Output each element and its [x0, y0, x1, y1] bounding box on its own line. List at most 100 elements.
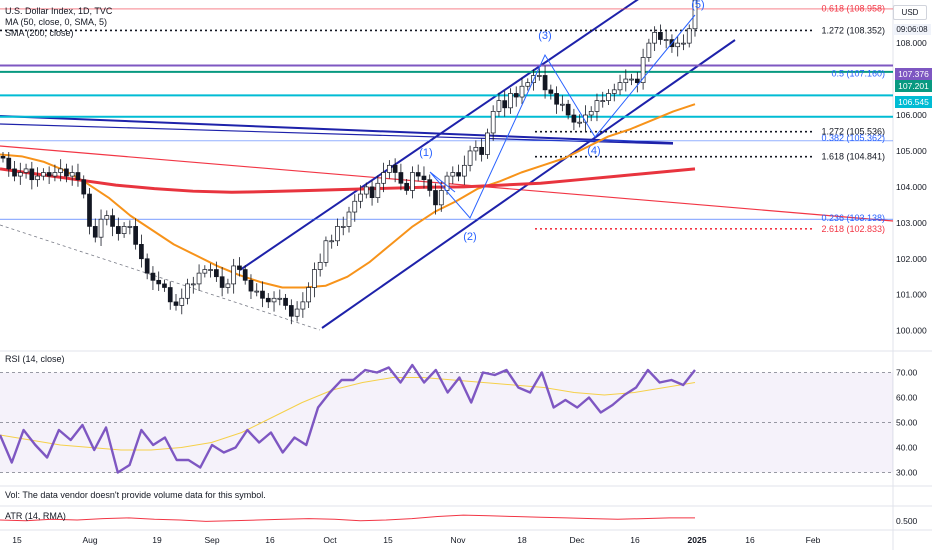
- candle-body: [502, 100, 508, 109]
- candle-body: [560, 103, 565, 106]
- fib-level-label: 2.618 (102.833): [821, 224, 885, 234]
- atr-line: [0, 514, 695, 522]
- candle-body: [202, 269, 208, 274]
- candle-body: [421, 175, 427, 181]
- candle-body: [410, 172, 415, 191]
- candle-body: [52, 172, 58, 177]
- candle-body: [346, 211, 352, 227]
- candle-body: [588, 111, 594, 116]
- candle-body: [64, 168, 69, 177]
- candle-body: [554, 93, 559, 105]
- price-axis-label: 106.000: [896, 110, 927, 120]
- wave-label-3: (3): [538, 30, 551, 42]
- rsi-axis-label: 60.00: [896, 393, 918, 403]
- candle-body: [156, 279, 162, 285]
- candle-body: [23, 168, 29, 173]
- candle-body: [513, 93, 519, 98]
- time-axis-label: Sep: [204, 535, 219, 545]
- time-axis-label: 15: [12, 535, 22, 545]
- candle-body: [629, 78, 634, 81]
- candle-body: [461, 164, 467, 177]
- candle-body: [6, 157, 12, 170]
- fib-level-label: 1.272 (105.536): [821, 127, 885, 137]
- candle-body: [340, 226, 346, 228]
- candle-body: [162, 283, 167, 288]
- candle-body: [681, 42, 686, 45]
- candle-body: [565, 103, 571, 116]
- fib-level-label: 0.618 (108.958): [821, 4, 885, 14]
- time-axis-label: Oct: [323, 535, 337, 545]
- candle-body: [237, 265, 242, 270]
- candle-body: [658, 31, 663, 40]
- bar-countdown: 09:06:08: [893, 24, 931, 35]
- atr-pane-label: ATR (14, RMA): [5, 511, 66, 521]
- candle-body: [144, 258, 150, 274]
- wave-label-2: (2): [463, 231, 476, 243]
- atr-axis-label: 0.500: [896, 516, 918, 526]
- candle-body: [508, 93, 513, 109]
- candle-body: [375, 182, 381, 199]
- candle-body: [646, 42, 652, 58]
- fib-level-label: 0.5 (107.160): [831, 68, 885, 78]
- candle-body: [312, 269, 317, 288]
- candle-body: [242, 269, 248, 281]
- candle-body: [663, 39, 669, 41]
- price-tag-cyan: 106.545: [895, 96, 932, 108]
- time-axis-label: 19: [152, 535, 162, 545]
- time-axis-label: 16: [745, 535, 755, 545]
- price-axis-label: 100.000: [896, 326, 927, 336]
- price-tag-purple: 107.376: [895, 68, 932, 80]
- candle-body: [219, 276, 225, 288]
- time-axis-label: Dec: [569, 535, 585, 545]
- candle-body: [265, 297, 271, 303]
- elliott-wave-path: [429, 14, 696, 219]
- candle-body: [363, 186, 369, 195]
- candle-body: [248, 279, 254, 292]
- candle-body: [398, 172, 404, 184]
- candle-body: [369, 186, 375, 199]
- candle-body: [606, 93, 611, 101]
- candle-body: [640, 57, 646, 84]
- ma50-line: [0, 103, 696, 289]
- candle-body: [98, 218, 104, 238]
- candle-body: [121, 226, 127, 234]
- candle-body: [225, 283, 231, 288]
- candle-body: [306, 287, 311, 303]
- time-axis-label: Aug: [82, 535, 97, 545]
- candle-body: [490, 111, 496, 134]
- rsi-ma-line: [0, 377, 696, 451]
- candle-body: [467, 150, 473, 166]
- rsi-axis-label: 70.00: [896, 368, 918, 378]
- price-axis-label: 101.000: [896, 290, 927, 300]
- sma200-legend: SMA (200, close): [5, 28, 74, 38]
- time-axis-label: 15: [383, 535, 393, 545]
- currency-button[interactable]: USD: [893, 5, 927, 20]
- rsi-axis-label: 40.00: [896, 443, 918, 453]
- candle-body: [115, 226, 121, 234]
- candle-body: [473, 146, 479, 152]
- dashed-trendline: [0, 224, 321, 331]
- candle-body: [81, 179, 87, 195]
- time-axis-label: 16: [630, 535, 640, 545]
- candle-body: [519, 85, 525, 98]
- candle-body: [92, 226, 98, 238]
- candle-body: [190, 283, 196, 286]
- time-axis-label: Feb: [806, 535, 821, 545]
- candle-body: [634, 78, 640, 84]
- wave-label-4: (4): [587, 145, 600, 157]
- candle-body: [127, 226, 133, 228]
- candle-body: [577, 121, 583, 124]
- time-axis-label: Nov: [450, 535, 466, 545]
- candle-body: [231, 265, 237, 285]
- price-axis-label: 102.000: [896, 254, 927, 264]
- candle-body: [323, 240, 329, 263]
- candle-body: [392, 164, 398, 173]
- candle-body: [404, 182, 410, 191]
- time-axis-label: 2025: [688, 535, 707, 545]
- candle-body: [277, 297, 283, 300]
- candle-body: [427, 179, 433, 191]
- fib-level-label: 1.618 (104.841): [821, 152, 885, 162]
- price-axis-label: 104.000: [896, 182, 927, 192]
- candle-body: [87, 193, 92, 227]
